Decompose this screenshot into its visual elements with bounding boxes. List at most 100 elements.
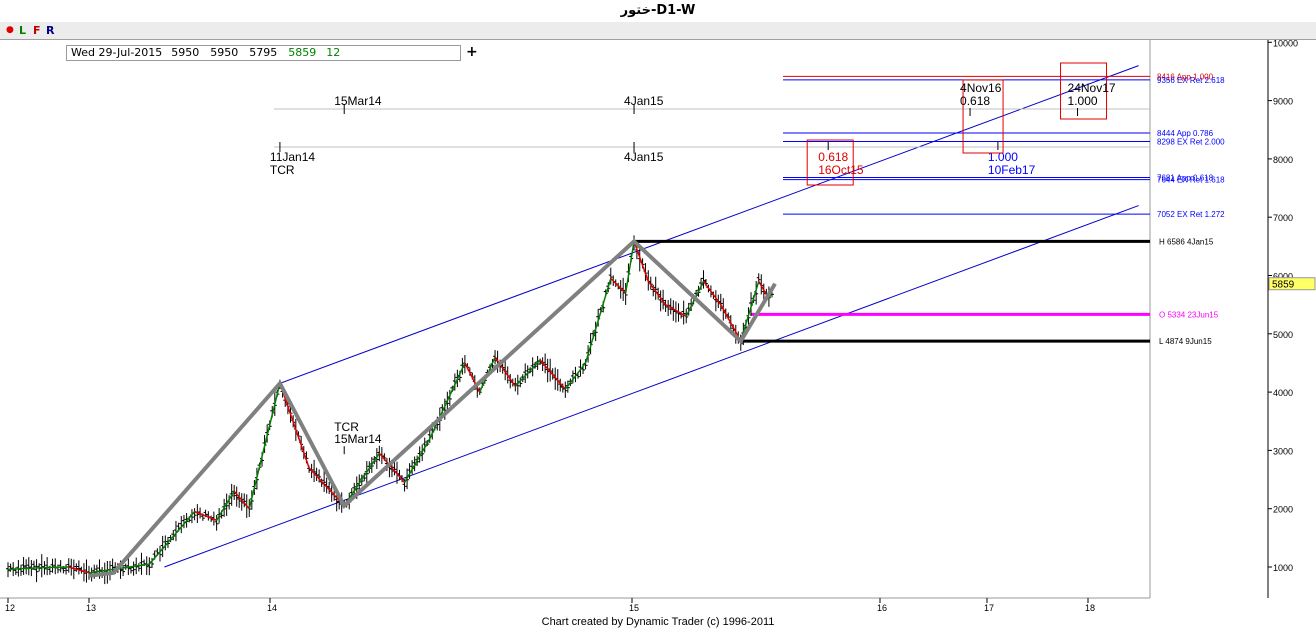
y-tick-label: 5000 [1273, 330, 1293, 340]
time-marker-bottom-label: 15Mar14 [334, 432, 382, 446]
bear-swing-segment [378, 452, 406, 483]
price-bar [651, 284, 656, 297]
fib-price-label: 8444 App 0.786 [1157, 129, 1214, 138]
price-bar [34, 559, 39, 583]
bull-swing-segment [514, 359, 541, 387]
fib-price-label: 7644 EX Ret 1.618 [1157, 176, 1225, 185]
fib-price-label: 7052 EX Ret 1.272 [1157, 210, 1225, 219]
bull-swing-segment [248, 383, 281, 509]
bull-swing-segment [148, 511, 196, 565]
x-tick-label: 15 [629, 603, 639, 613]
time-marker-bottom-label: TCR [270, 163, 295, 177]
chart-footer: Chart created by Dynamic Trader (c) 1996… [541, 616, 775, 628]
time-projection-top-label: 4Nov16 [960, 81, 1002, 95]
y-tick-label: 9000 [1273, 97, 1293, 107]
price-bar [312, 459, 317, 483]
price-bar [214, 514, 219, 531]
bull-swing-segment [41, 566, 69, 569]
add-button[interactable]: + [466, 44, 478, 60]
y-tick-label: 8000 [1273, 155, 1293, 165]
x-tick-label: 14 [267, 603, 277, 613]
time-projection-bottom-label: 10Feb17 [988, 163, 1036, 177]
quote-close: 5859 [288, 46, 317, 59]
bull-swing-segment [564, 362, 587, 390]
y-tick-label: 3000 [1273, 446, 1293, 456]
time-marker-top-label: 4Jan15 [624, 150, 664, 164]
level-label: L 4874 9Jun15 [1159, 337, 1212, 346]
price-bar [317, 469, 322, 483]
time-projection-box [962, 79, 1004, 154]
price-bar [76, 560, 81, 575]
y-tick-label: 7000 [1273, 213, 1293, 223]
x-tick-label: 13 [86, 603, 96, 613]
bear-swing-segment [308, 467, 345, 507]
bull-swing-segment [7, 566, 42, 571]
plot-area [0, 40, 1150, 598]
bear-swing-segment [610, 277, 627, 294]
price-bar [21, 557, 26, 575]
chart-toolbar: ● L F R Wed 29-Jul-2015 5950 5950 5795 5859 1… [0, 22, 1316, 61]
time-projection-bottom-label: 1.000 [1068, 94, 1098, 108]
bear-swing-segment [464, 362, 481, 393]
x-tick-label: 17 [984, 603, 994, 613]
fib-price-label: 8416 App 1.000 [1157, 72, 1214, 81]
r-button[interactable]: R [46, 24, 55, 37]
price-bar [234, 486, 239, 507]
price-bar [6, 562, 10, 578]
bear-swing-segment [633, 241, 650, 282]
price-bar [64, 564, 69, 575]
price-bar [608, 267, 613, 285]
f-button[interactable]: F [33, 24, 41, 37]
price-bar [681, 300, 686, 325]
bear-swing-segment [194, 510, 217, 522]
bear-swing-segment [494, 356, 516, 387]
bear-swing-segment [233, 490, 250, 510]
chart-title: ختور-D1-W [620, 3, 696, 18]
price-bar [147, 557, 152, 576]
y-tick-label: 1000 [1273, 563, 1293, 573]
channel-line [164, 205, 1139, 568]
price-bar [389, 463, 394, 478]
y-tick-label: 4000 [1273, 388, 1293, 398]
time-projection-top-label: 0.618 [818, 150, 848, 164]
price-bar [322, 470, 327, 492]
bear-swing-segment [68, 566, 90, 574]
bull-swing-segment [215, 490, 235, 521]
fib-price-label: 8298 EX Ret 2.000 [1157, 138, 1225, 147]
bull-swing-segment [584, 278, 612, 364]
price-bar [242, 493, 247, 508]
quote-readout: Wed 29-Jul-2015 5950 5950 5795 5859 12 [66, 45, 461, 61]
last-price-label: 5859 [1272, 280, 1295, 291]
time-marker-top-label: 15Mar14 [334, 94, 382, 108]
bear-swing-segment [279, 383, 310, 469]
y-tick-label: 6000 [1273, 272, 1293, 282]
fib-price-label: 9356 EX Ret 2.618 [1157, 76, 1225, 85]
time-projection-box [1060, 62, 1108, 120]
time-projection-bottom-label: 0.618 [960, 94, 990, 108]
time-projection-top-label: 24Nov17 [1068, 81, 1116, 95]
major-swing-line [88, 238, 777, 578]
y-tick-label: 2000 [1273, 505, 1293, 515]
price-bar [653, 276, 658, 300]
bear-swing-segment [539, 359, 566, 390]
time-marker-top-label: TCR [334, 420, 359, 434]
time-projection-box [806, 139, 854, 186]
x-tick-label: 16 [877, 603, 887, 613]
quote-low: 5795 [249, 46, 278, 59]
price-bar [392, 461, 397, 476]
record-dot-icon[interactable]: ● [6, 25, 14, 35]
bull-swing-segment [403, 438, 431, 483]
quote-open: 5950 [171, 46, 200, 59]
bull-swing-segment [740, 281, 760, 342]
bear-swing-segment [702, 280, 722, 306]
quote-volume: 12 [326, 46, 341, 59]
quote-high: 5950 [210, 46, 239, 59]
fib-price-label: 7681 App 0.618 [1157, 173, 1214, 182]
price-bar [701, 270, 706, 289]
l-button[interactable]: L [19, 24, 27, 37]
level-label: O 5334 23Jun15 [1159, 310, 1219, 319]
last-price-tag [1268, 277, 1316, 291]
price-bar [666, 299, 671, 317]
